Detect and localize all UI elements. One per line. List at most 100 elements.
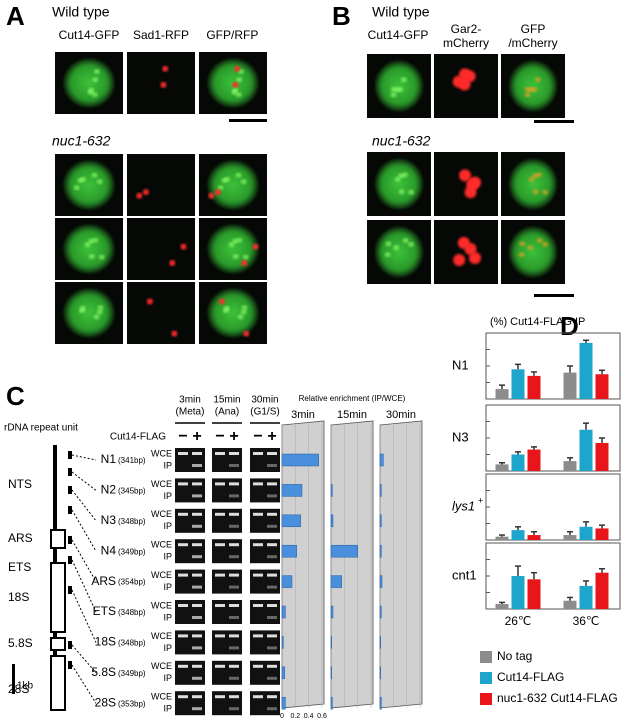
facet-back: [379, 420, 423, 709]
bar: [495, 604, 509, 609]
primer-size: (348bp): [118, 517, 146, 526]
gel-band: [267, 482, 277, 486]
spot: [88, 254, 95, 260]
gel-band: [267, 543, 277, 547]
bar: [281, 575, 293, 588]
nucleus: [207, 160, 259, 210]
gel-band: [229, 707, 239, 711]
gel-band: [192, 585, 202, 589]
nucleus: [374, 158, 424, 210]
primer-mark: [68, 451, 72, 459]
gel-band: [229, 634, 239, 638]
gel: [175, 539, 205, 564]
primer-link: [71, 489, 97, 522]
spot: [407, 241, 414, 247]
red-signal: [241, 259, 248, 266]
gel-header: (Ana): [215, 407, 239, 418]
gel-row-label: IP: [163, 552, 172, 562]
gel-band: [229, 524, 239, 528]
gel-band: [192, 524, 202, 528]
spot: [96, 309, 103, 315]
gel-row-label: WCE: [151, 509, 172, 519]
gel: [175, 569, 205, 594]
spot: [240, 179, 247, 185]
primer-link: [71, 454, 97, 461]
bar: [330, 636, 332, 649]
nucleus: [63, 58, 115, 108]
gel-band: [267, 585, 277, 589]
bar: [495, 464, 509, 471]
primer-label: N2: [101, 483, 117, 497]
gel-band: [192, 616, 202, 619]
gel-row-label: WCE: [151, 692, 172, 702]
bar: [527, 375, 541, 399]
gel-band: [215, 604, 225, 607]
spot: [385, 241, 392, 247]
gel: [175, 478, 205, 503]
scale-bar: [534, 120, 574, 123]
red-signal: [252, 243, 259, 250]
bar: [579, 526, 593, 540]
spot: [524, 92, 531, 98]
bar: [579, 585, 593, 609]
gel: [175, 660, 205, 685]
scale-bar: [534, 294, 574, 297]
spot: [84, 242, 91, 248]
spot: [408, 189, 415, 195]
primer-label: N4: [101, 543, 117, 557]
gel-row-label: WCE: [151, 600, 172, 610]
gel-row-label: IP: [163, 491, 172, 501]
gel-band: [253, 573, 263, 577]
gel-header: (G1/S): [250, 407, 279, 418]
spot: [242, 254, 249, 260]
legend-swatch: [480, 651, 492, 663]
gel-band: [192, 543, 202, 547]
facet-label: N3: [452, 429, 469, 444]
region-box: [50, 637, 66, 651]
panel-label: C: [6, 381, 25, 411]
gel-band: [267, 616, 277, 619]
gel-band: [267, 664, 277, 668]
primer-mark: [68, 536, 72, 544]
gel-band: [253, 695, 263, 699]
gel-band: [229, 452, 239, 455]
region-box: [50, 562, 66, 633]
spot: [518, 252, 525, 258]
primer-mark: [68, 641, 72, 649]
gel: [212, 448, 242, 472]
gel: [250, 630, 280, 655]
spot: [384, 252, 391, 258]
primer-size: (349bp): [118, 547, 146, 556]
gel-band: [192, 664, 202, 668]
red-signal: [459, 169, 472, 182]
primer-link: [71, 471, 97, 491]
condition: nuc1-632: [52, 133, 111, 149]
bar: [579, 342, 593, 399]
legend-label: nuc1-632 Cut14-FLAG: [497, 691, 618, 705]
micrograph: [127, 154, 195, 216]
gel-header: 15min: [213, 395, 240, 406]
spot: [232, 254, 239, 260]
bar: [511, 369, 525, 399]
lane-sign: +: [267, 428, 276, 445]
red-signal: [160, 81, 167, 88]
gel-row-label: IP: [163, 460, 172, 470]
bar: [379, 453, 384, 467]
gel-band: [215, 573, 225, 577]
primer-link: [71, 589, 97, 643]
legend-swatch: [480, 693, 492, 705]
column-header: /mCherry: [508, 36, 557, 50]
gel-band: [229, 464, 239, 467]
gel-band: [267, 604, 277, 607]
primer-size: (349bp): [118, 669, 146, 678]
condition: nuc1-632: [372, 133, 431, 149]
primer-mark: [68, 468, 72, 476]
gel-band: [192, 512, 202, 516]
lane-sign: −: [253, 428, 262, 445]
spot: [235, 172, 242, 178]
red-signal: [466, 178, 479, 191]
tag-label: Cut14-FLAG: [110, 432, 166, 443]
bar: [281, 484, 303, 497]
gel-band: [267, 695, 277, 699]
spot: [223, 305, 230, 311]
